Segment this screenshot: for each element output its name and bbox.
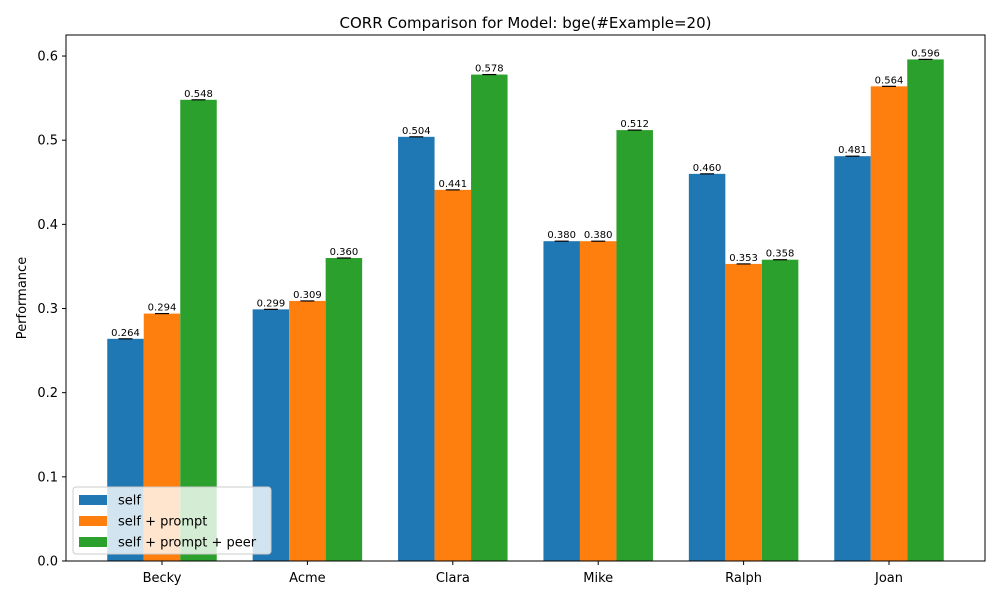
data-label: 0.353 [729, 253, 758, 264]
y-tick-label: 0.0 [37, 555, 58, 570]
data-label: 0.299 [257, 298, 286, 309]
x-tick-label: Becky [143, 571, 182, 586]
legend-swatch-2 [79, 516, 107, 526]
bar-ralph-series-3 [761, 259, 799, 561]
x-tick-label: Ralph [725, 571, 762, 586]
error-bars-layer [118, 58, 933, 340]
data-label: 0.596 [911, 48, 940, 59]
bar-acme-series-3 [325, 258, 363, 561]
x-tick-label: Joan [874, 571, 903, 586]
data-label: 0.360 [330, 247, 359, 258]
plot-frame [65, 34, 986, 562]
axes-layer: 0.0 0.1 0.2 0.3 0.4 0.5 0.6 Becky Acme Clara Mike R… [37, 34, 986, 586]
bar-clara-series-2 [434, 189, 472, 561]
bar-joan-series-3 [907, 59, 944, 561]
data-label: 0.309 [293, 290, 322, 301]
y-tick-label: 0.1 [37, 470, 58, 485]
bar-ralph-series-2 [725, 263, 762, 561]
legend-swatch-3 [79, 537, 107, 547]
data-label: 0.548 [184, 89, 213, 100]
y-axis-label: Performance [15, 257, 30, 339]
legend-label-2: self + prompt [118, 515, 207, 530]
bar-ralph-series-1 [688, 173, 726, 562]
bar-mike-series-2 [579, 241, 617, 561]
x-tick-label: Mike [583, 571, 613, 586]
bar-mike-series-1 [543, 241, 580, 561]
bar-clara-series-1 [398, 136, 435, 561]
data-label: 0.264 [111, 328, 140, 339]
legend-swatch-1 [79, 495, 107, 505]
bar-clara-series-3 [471, 74, 508, 561]
bar-joan-series-2 [870, 86, 908, 561]
bar-becky-series-3 [180, 99, 217, 562]
data-label: 0.380 [547, 230, 576, 241]
x-tick-label: Acme [289, 571, 325, 586]
chart-title: CORR Comparison for Model: bge(#Example=… [340, 14, 712, 32]
data-label: 0.578 [475, 64, 504, 75]
legend-label-3: self + prompt + peer [118, 536, 257, 551]
data-label: 0.481 [838, 145, 867, 156]
data-label: 0.441 [438, 179, 467, 190]
y-tick-label: 0.3 [37, 302, 58, 317]
legend: self self + prompt self + prompt + peer [72, 486, 272, 555]
y-tick-label: 0.5 [37, 134, 58, 149]
value-labels-layer: 0.264 0.294 0.548 0.299 0.309 0.360 0.504 0.441… [111, 48, 940, 338]
legend-frame [72, 486, 272, 555]
bar-joan-series-1 [834, 156, 871, 561]
bar-mike-series-3 [616, 130, 653, 561]
data-label: 0.460 [693, 163, 722, 174]
bar-acme-series-2 [289, 300, 326, 561]
data-label: 0.294 [148, 303, 177, 314]
data-label: 0.380 [584, 230, 613, 241]
x-tick-label: Clara [436, 571, 470, 586]
y-tick-label: 0.2 [37, 386, 58, 401]
data-label: 0.512 [620, 119, 649, 130]
y-tick-label: 0.4 [37, 218, 58, 233]
data-label: 0.358 [766, 249, 795, 260]
y-tick-label: 0.6 [37, 50, 58, 65]
bars-layer [107, 59, 944, 562]
data-label: 0.564 [875, 75, 904, 86]
data-label: 0.504 [402, 126, 431, 137]
legend-label-1: self [118, 494, 141, 509]
